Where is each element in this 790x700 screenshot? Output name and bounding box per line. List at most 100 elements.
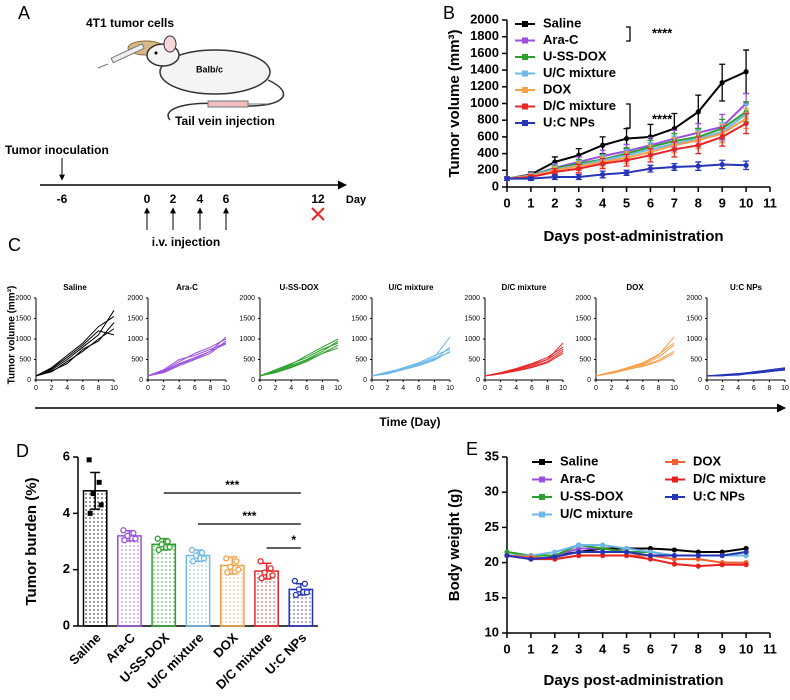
x-tick-label: 1: [527, 641, 534, 656]
legend-marker: [522, 103, 528, 110]
mouse-line: [35, 316, 115, 377]
data-point: [623, 549, 630, 555]
x-tick-label: 4: [736, 385, 740, 392]
x-tick-label: 2: [551, 195, 558, 210]
bar: [82, 490, 108, 627]
data-point: [224, 569, 231, 576]
legend-marker: [539, 476, 545, 483]
legend-label: U:C NPs: [543, 114, 595, 129]
significance-label: ***: [242, 509, 256, 523]
x-tick-label: 8: [695, 195, 702, 210]
x-tick-label: 6: [305, 385, 309, 392]
panel-title: D/C mixture: [502, 283, 547, 292]
injection-label: Tail vein injection: [175, 114, 275, 128]
legend-label: Ara-C: [560, 471, 596, 486]
y-tick-label: 1400: [470, 62, 499, 77]
x-tick-label: 2: [499, 385, 503, 392]
panel-label: E: [466, 439, 478, 459]
y-tick-label: 0: [363, 377, 367, 384]
x-tick-label: 10: [334, 385, 342, 392]
mouse-line: [484, 346, 564, 377]
x-tick-label: 0: [258, 385, 262, 392]
legend-label: U-SS-DOX: [543, 48, 607, 63]
x-tick-label: 8: [656, 385, 660, 392]
data-point: [647, 552, 654, 559]
mouse-line: [259, 338, 339, 377]
y-tick-label: 0: [698, 377, 702, 384]
data-point: [623, 157, 630, 163]
y-tick-label: 1500: [351, 315, 367, 322]
y-tick-label: 500: [690, 356, 702, 363]
mouse-line: [147, 342, 227, 377]
y-tick-label: 2000: [686, 295, 702, 302]
x-tick-label: 4: [599, 641, 607, 656]
data-point: [528, 176, 534, 182]
y-axis-label: Tumor volume (mm³): [7, 286, 18, 385]
y-axis-label: Body weight (g): [446, 489, 463, 602]
y-tick-label: 1600: [470, 45, 499, 60]
x-tick-label: 6: [752, 385, 756, 392]
x-tick-label: 2: [610, 385, 614, 392]
data-point: [295, 586, 303, 593]
x-tick-label: 6: [647, 641, 654, 656]
bar: [151, 543, 177, 627]
y-tick-label: 2000: [239, 295, 255, 302]
y-tick-label: 1000: [686, 336, 702, 343]
data-point: [227, 563, 234, 570]
x-tick-label: 4: [177, 385, 181, 392]
mouse-line: [147, 336, 227, 377]
x-tick-label: 2: [386, 385, 390, 392]
y-tick-label: 10: [485, 624, 499, 639]
y-tick-label: 500: [243, 356, 255, 363]
data-point: [600, 161, 606, 167]
y-tick-label: 2: [63, 561, 70, 576]
data-point: [600, 549, 606, 555]
significance-bracket: [626, 26, 631, 42]
x-axis-label: Time (Day): [379, 415, 440, 429]
y-tick-label: 2000: [575, 295, 591, 302]
data-point: [743, 69, 749, 75]
x-tick-label: DOX: [210, 630, 241, 661]
x-tick-label: 10: [670, 385, 678, 392]
y-tick-label: 0: [587, 377, 591, 384]
legend-marker: [522, 70, 528, 77]
data-point: [86, 457, 92, 463]
x-tick-label: 0: [594, 385, 598, 392]
x-tick-label: 0: [146, 385, 150, 392]
data-point: [261, 569, 268, 576]
y-axis-label: Tumor volume (mm³): [446, 29, 463, 177]
data-point: [647, 166, 654, 172]
x-tick-label: 6: [81, 385, 85, 392]
x-tick-label: 6: [193, 385, 197, 392]
x-tick-label: 10: [739, 195, 753, 210]
y-tick-label: 1500: [686, 315, 702, 322]
data-point: [87, 510, 93, 516]
legend-label: D/C mixture: [543, 98, 616, 113]
panel-label: C: [8, 235, 21, 255]
data-point: [695, 552, 701, 559]
mouse-line: [371, 351, 451, 377]
x-tick-label: 2: [721, 385, 725, 392]
y-tick-label: 0: [63, 617, 70, 632]
data-point: [695, 109, 701, 115]
y-tick-label: 1500: [127, 315, 143, 322]
y-tick-label: 500: [19, 356, 31, 363]
y-tick-label: 0: [251, 377, 255, 384]
y-tick-label: 400: [477, 145, 499, 160]
y-tick-label: 0: [476, 377, 480, 384]
data-point: [719, 161, 725, 168]
data-point: [600, 171, 606, 178]
data-point: [303, 589, 311, 596]
x-tick-label: 4: [625, 385, 629, 392]
data-point: [90, 491, 96, 497]
timeline-label: 2: [170, 192, 177, 206]
x-tick-label: 7: [671, 641, 678, 656]
data-point: [671, 164, 677, 170]
data-point: [719, 562, 725, 568]
x-tick-label: 3: [575, 195, 582, 210]
mouse-line: [147, 340, 227, 377]
data-point: [120, 527, 127, 534]
cells-label: 4T1 tumor cells: [86, 16, 174, 30]
data-point: [124, 532, 131, 540]
legend-label: Saline: [560, 453, 598, 468]
